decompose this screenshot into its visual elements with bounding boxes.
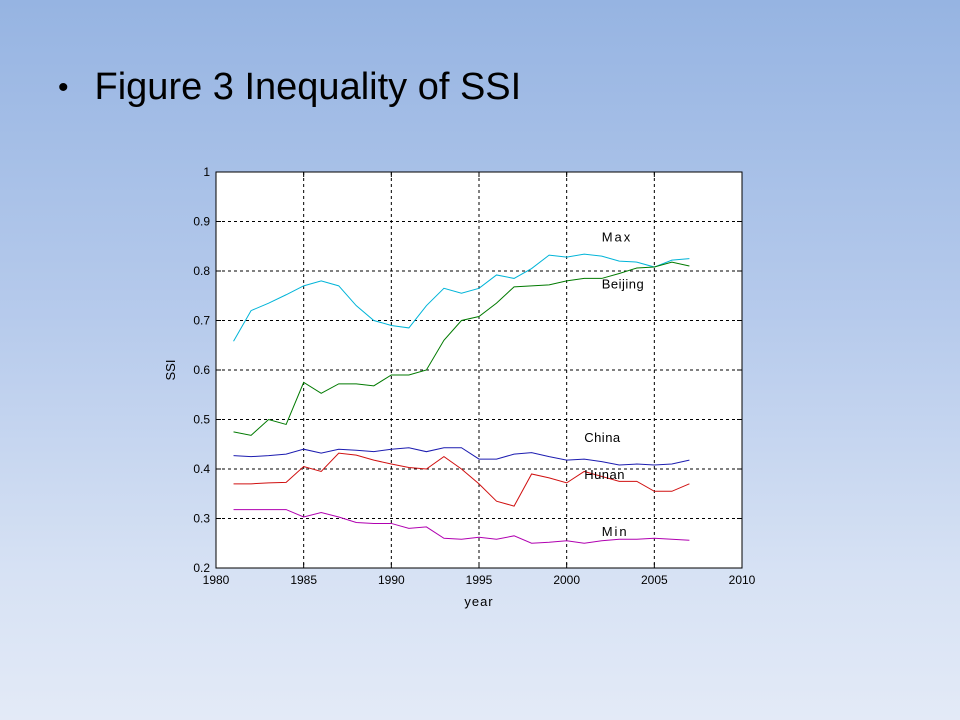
y-tick-label: 0.6 <box>193 363 210 377</box>
grid-lines <box>216 172 742 568</box>
series-line-beijing <box>233 261 690 436</box>
series-label-max: Max <box>602 229 633 244</box>
y-tick-label: 1 <box>203 165 210 179</box>
axes: 1980 1985 1990 1995 2000 2005 2010 0.2 0.3 0.4 0.5… <box>193 165 755 587</box>
series-line-min <box>233 509 690 544</box>
y-tick-label: 0.4 <box>193 462 210 476</box>
slide-title-text: Figure 3 Inequality of SSI <box>94 66 522 108</box>
series-label-hunan: Hunan <box>584 467 625 482</box>
series-line-max <box>233 253 690 342</box>
series-line-china <box>233 447 690 466</box>
series-labels: Max Beijing China Hunan Min <box>584 229 644 539</box>
x-tick-label: 1995 <box>466 573 493 587</box>
x-tick-label: 1985 <box>290 573 317 587</box>
y-tick-label: 0.8 <box>193 264 210 278</box>
series-line-hunan <box>233 452 690 507</box>
x-tick-label: 1990 <box>378 573 405 587</box>
y-tick-label: 0.9 <box>193 215 210 229</box>
x-tick-label: 2000 <box>553 573 580 587</box>
slide-title: • Figure 3 Inequality of SSI <box>58 66 521 109</box>
series-label-beijing: Beijing <box>602 276 645 291</box>
bullet-icon: • <box>58 70 69 104</box>
y-tick-label: 0.5 <box>193 413 210 427</box>
y-tick-label: 0.3 <box>193 512 210 526</box>
y-axis-label: SSI <box>163 360 178 381</box>
y-tick-label: 0.2 <box>193 561 210 575</box>
series-label-china: China <box>584 430 621 445</box>
series-label-min: Min <box>602 524 629 539</box>
x-tick-label: 2005 <box>641 573 668 587</box>
x-tick-label: 1980 <box>203 573 230 587</box>
y-tick-label: 0.7 <box>193 314 210 328</box>
x-axis-label: year <box>464 594 493 609</box>
x-tick-label: 2010 <box>729 573 756 587</box>
series-lines <box>233 253 690 544</box>
